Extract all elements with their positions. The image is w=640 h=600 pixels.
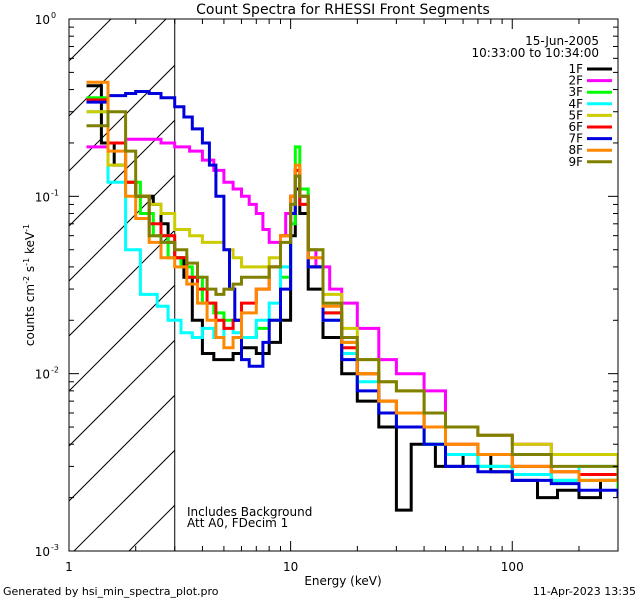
x-tick-label: 100: [501, 560, 524, 574]
legend-label-6F: 6F: [568, 120, 583, 134]
y-label-end: keV: [23, 231, 37, 258]
legend-label-5F: 5F: [568, 108, 583, 122]
hatch-line: [69, 64, 175, 172]
x-tick-label: 1: [65, 560, 73, 574]
y-label-sup-2: -1: [22, 258, 31, 266]
note-background: Includes Background: [187, 505, 312, 519]
hatch-line: [69, 284, 175, 392]
hatch-line: [73, 449, 175, 551]
attenuator-hatch-region: [0, 19, 175, 551]
x-tick-label: 10: [283, 560, 298, 574]
legend-label-2F: 2F: [568, 74, 583, 88]
footer-generator: Generated by hsi_min_spectra_plot.pro: [3, 585, 219, 598]
series-line-5F: [86, 110, 618, 467]
y-tick-exponent: 0: [51, 11, 56, 20]
y-tick-label: 10: [35, 13, 50, 27]
legend-label-8F: 8F: [568, 143, 583, 157]
legend-label-9F: 9F: [568, 155, 583, 169]
date-label: 15-Jun-2005: [525, 34, 599, 48]
legend-label-7F: 7F: [568, 132, 583, 146]
legend-label-4F: 4F: [568, 97, 583, 111]
y-tick-exponent: -2: [51, 366, 59, 375]
y-label-sup-3: -1: [22, 224, 31, 232]
note-attenuator: Att A0, FDecim 1: [187, 516, 288, 530]
series-line-7F: [86, 90, 618, 498]
legend-label-1F: 1F: [568, 62, 583, 76]
y-tick-exponent: -1: [51, 188, 59, 197]
x-axis-label: Energy (keV): [304, 574, 381, 588]
hatch-line: [0, 19, 1, 551]
y-label-sup-1: -2: [22, 276, 31, 284]
x-axis: 1 10 100: [65, 19, 619, 574]
legend-label-3F: 3F: [568, 85, 583, 99]
y-tick-label: 10: [35, 190, 50, 204]
hatch-line: [69, 19, 167, 117]
series-line-4F: [86, 110, 618, 482]
y-tick-exponent: -3: [51, 543, 59, 552]
chart-title: Count Spectra for RHESSI Front Segments: [196, 2, 490, 18]
series-line-9F: [86, 110, 618, 481]
series-line-2F: [86, 137, 618, 467]
y-label-main: counts cm: [23, 284, 37, 346]
series-line-6F: [86, 98, 618, 481]
hatch-line: [69, 394, 175, 502]
plot-frame: [68, 18, 619, 552]
y-label-mid: s: [23, 266, 37, 276]
footer-timestamp: 11-Apr-2023 13:35: [533, 585, 636, 598]
hatch-line: [69, 339, 175, 447]
y-axis-label: counts cm-2 s-1 keV-1: [22, 224, 37, 346]
y-tick-label: 10: [35, 368, 50, 382]
time-range-label: 10:33:00 to 10:34:00: [472, 46, 599, 60]
y-tick-label: 10: [35, 545, 50, 559]
hatch-line: [69, 229, 175, 337]
series-line-1F: [86, 84, 618, 512]
